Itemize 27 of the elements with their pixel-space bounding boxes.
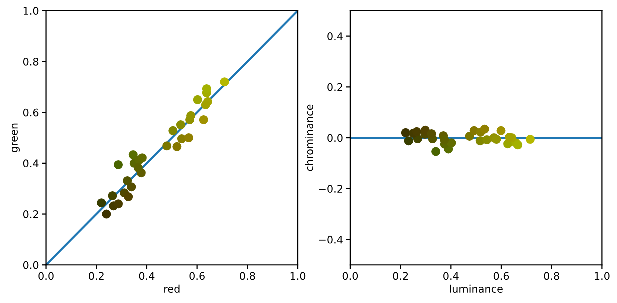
x-tick-label: 0.4 — [139, 272, 155, 280]
x-tick-label: 0.0 — [342, 272, 358, 280]
x-tick-label: 0.6 — [190, 272, 205, 280]
y-tick-label: 0.2 — [23, 210, 38, 218]
y-tick-label: 0.4 — [23, 160, 39, 168]
y-tick-label: 0.0 — [328, 134, 343, 142]
x-tick-label: 1.0 — [595, 272, 610, 280]
y-tick-label: 0.4 — [328, 32, 343, 40]
y-tick-label: 0.2 — [328, 83, 342, 92]
y-tick-label: 0.8 — [23, 58, 39, 66]
y-tick-label: 1.0 — [24, 7, 39, 16]
y-tick-label: 0.0 — [23, 261, 39, 270]
x-tick-label: 0.8 — [240, 272, 256, 280]
x-tick-label: 0.2 — [393, 272, 408, 280]
x-tick-label: 0.8 — [544, 272, 560, 280]
x-axis-title: luminance — [450, 284, 503, 293]
x-tick-label: 0.6 — [494, 272, 510, 280]
y-axis-title: green — [12, 124, 20, 152]
y-axis-title: chrominance — [305, 104, 314, 172]
x-axis-title: red — [164, 284, 180, 293]
x-tick-label: 1.0 — [290, 272, 306, 280]
x-tick-label: 0.4 — [444, 272, 459, 280]
y-tick-label: −0.4 — [319, 236, 343, 244]
y-tick-label: −0.2 — [319, 185, 342, 193]
y-tick-label: 0.6 — [23, 108, 39, 117]
x-tick-label: 0.0 — [38, 272, 54, 280]
x-tick-label: 0.2 — [89, 272, 104, 280]
